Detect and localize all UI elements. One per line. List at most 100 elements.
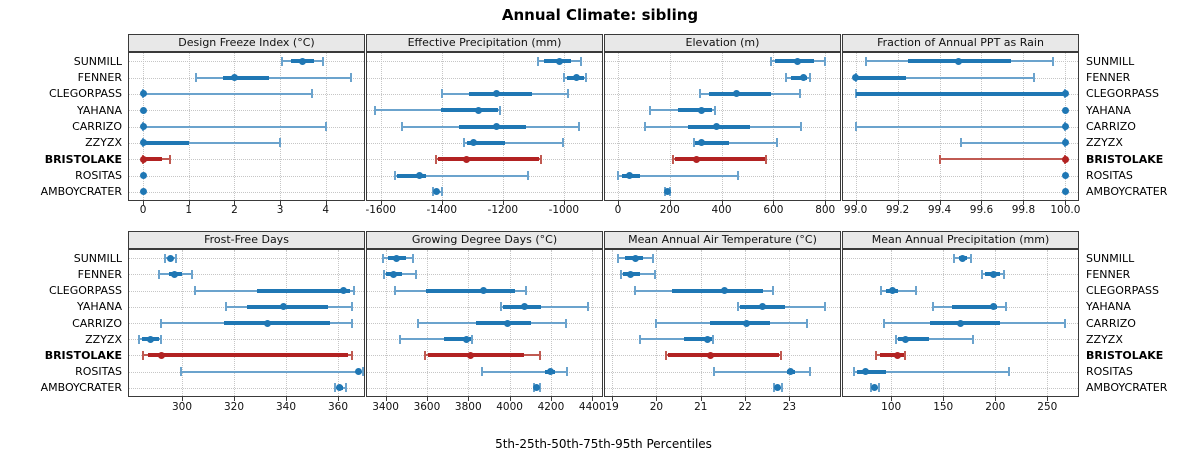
whisker-cap bbox=[160, 318, 163, 328]
whisker-cap bbox=[1004, 302, 1007, 312]
grid-line-horizontal bbox=[843, 274, 1078, 276]
grid-line-horizontal bbox=[605, 339, 840, 341]
site-label-right: ROSITAS bbox=[1086, 169, 1133, 182]
axis-tick bbox=[325, 201, 327, 205]
median-dot bbox=[1061, 172, 1069, 179]
grid-line-horizontal bbox=[367, 258, 602, 260]
iqr-bar-25th-75th bbox=[444, 337, 471, 342]
whisker-cap bbox=[653, 269, 656, 279]
whisker-cap bbox=[564, 318, 567, 328]
whisker-5th-95th bbox=[501, 305, 588, 308]
grid-line-horizontal bbox=[605, 258, 840, 260]
whisker-cap bbox=[164, 253, 167, 263]
iqr-bar-25th-75th bbox=[791, 75, 807, 80]
iqr-bar-25th-75th bbox=[672, 288, 764, 293]
site-label-left: BRISTOLAKE bbox=[44, 152, 122, 166]
panel-title: Fraction of Annual PPT as Rain bbox=[877, 36, 1044, 49]
grid-line-horizontal bbox=[367, 191, 602, 193]
whisker-5th-95th bbox=[482, 370, 568, 373]
panel-title: Mean Annual Air Temperature (°C) bbox=[628, 233, 817, 246]
median-dot bbox=[871, 384, 879, 392]
whisker-cap bbox=[799, 89, 802, 99]
axis-tick bbox=[280, 201, 282, 205]
whisker-cap bbox=[174, 253, 177, 263]
median-dot bbox=[774, 384, 782, 392]
site-label-right: CLEGORPASS bbox=[1086, 87, 1160, 101]
whisker-cap bbox=[525, 286, 528, 296]
whisker-cap bbox=[414, 269, 417, 279]
site-label-right: YAHANA bbox=[1086, 300, 1131, 314]
whisker-cap bbox=[577, 122, 580, 131]
panel-plot bbox=[604, 52, 841, 201]
median-dot bbox=[556, 57, 564, 65]
whisker-cap bbox=[970, 253, 973, 263]
site-label-left: FENNER bbox=[77, 267, 122, 281]
axis-tick bbox=[509, 397, 511, 401]
whisker-cap bbox=[672, 154, 675, 164]
iqr-bar-25th-75th bbox=[468, 91, 533, 96]
site-label-right: CARRIZO bbox=[1086, 316, 1136, 330]
median-dot bbox=[852, 74, 860, 81]
axis-tick-label: 200 bbox=[985, 401, 1006, 413]
iqr-bar-25th-75th bbox=[458, 124, 526, 129]
grid-line-horizontal bbox=[367, 306, 602, 308]
whisker-cap bbox=[411, 253, 414, 263]
axis-tick-label: -1000 bbox=[548, 204, 580, 216]
axis-tick-label: -1400 bbox=[426, 204, 458, 216]
grid-line-horizontal bbox=[843, 175, 1078, 177]
whisker-cap bbox=[1007, 367, 1010, 377]
site-label-left: CLEGORPASS bbox=[48, 87, 122, 101]
whisker-cap bbox=[854, 122, 857, 131]
iqr-bar-25th-75th bbox=[951, 304, 998, 309]
median-dot bbox=[533, 384, 541, 392]
whisker-cap bbox=[1063, 318, 1066, 328]
axis-tick bbox=[563, 201, 565, 205]
axis-tick bbox=[721, 201, 723, 205]
axis-tick bbox=[612, 397, 614, 401]
axis-tick bbox=[426, 397, 428, 401]
site-label-right: FENNER bbox=[1086, 267, 1131, 281]
grid-line-horizontal bbox=[129, 339, 364, 341]
panel-title: Elevation (m) bbox=[685, 36, 760, 49]
axis-tick-label: 150 bbox=[933, 401, 954, 413]
site-label-left: ZZYZX bbox=[85, 136, 122, 150]
median-dot bbox=[470, 139, 477, 147]
whisker-5th-95th bbox=[394, 174, 528, 177]
median-dot bbox=[1061, 139, 1069, 147]
axis-tick bbox=[617, 201, 619, 205]
whisker-cap bbox=[769, 56, 772, 66]
grid-line-horizontal bbox=[605, 191, 840, 193]
whisker-cap bbox=[712, 334, 715, 344]
whisker-cap bbox=[351, 318, 354, 328]
median-dot bbox=[139, 139, 147, 147]
whisker-5th-95th bbox=[399, 338, 472, 341]
panel-strip: Fraction of Annual PPT as Rain bbox=[842, 34, 1079, 52]
axis-tick bbox=[855, 201, 857, 205]
whisker-cap bbox=[805, 318, 808, 328]
whisker-5th-95th bbox=[855, 76, 1034, 79]
whisker-5th-95th bbox=[180, 370, 363, 373]
axis-tick bbox=[1023, 201, 1025, 205]
whisker-cap bbox=[737, 171, 740, 180]
iqr-bar-25th-75th bbox=[223, 75, 269, 80]
axis-tick-label: 250 bbox=[1037, 401, 1058, 413]
median-dot bbox=[492, 90, 500, 98]
axis-tick-label: 99.2 bbox=[885, 204, 910, 216]
iqr-bar-25th-75th bbox=[879, 353, 904, 358]
grid-line-horizontal bbox=[843, 290, 1078, 292]
axis-tick-label: 3 bbox=[276, 204, 284, 216]
median-dot bbox=[139, 188, 147, 196]
panel-plot bbox=[128, 52, 365, 201]
site-label-left: FENNER bbox=[77, 71, 122, 84]
site-label-left: SUNMILL bbox=[73, 54, 122, 68]
axis-tick bbox=[943, 397, 945, 401]
iqr-bar-25th-75th bbox=[440, 108, 499, 113]
whisker-cap bbox=[191, 269, 194, 279]
site-label-left: YAHANA bbox=[77, 103, 122, 117]
whisker-cap bbox=[324, 122, 327, 131]
iqr-bar-25th-75th bbox=[694, 140, 729, 145]
axis-tick bbox=[143, 201, 145, 205]
whisker-cap bbox=[500, 302, 503, 312]
whisker-cap bbox=[562, 73, 565, 82]
